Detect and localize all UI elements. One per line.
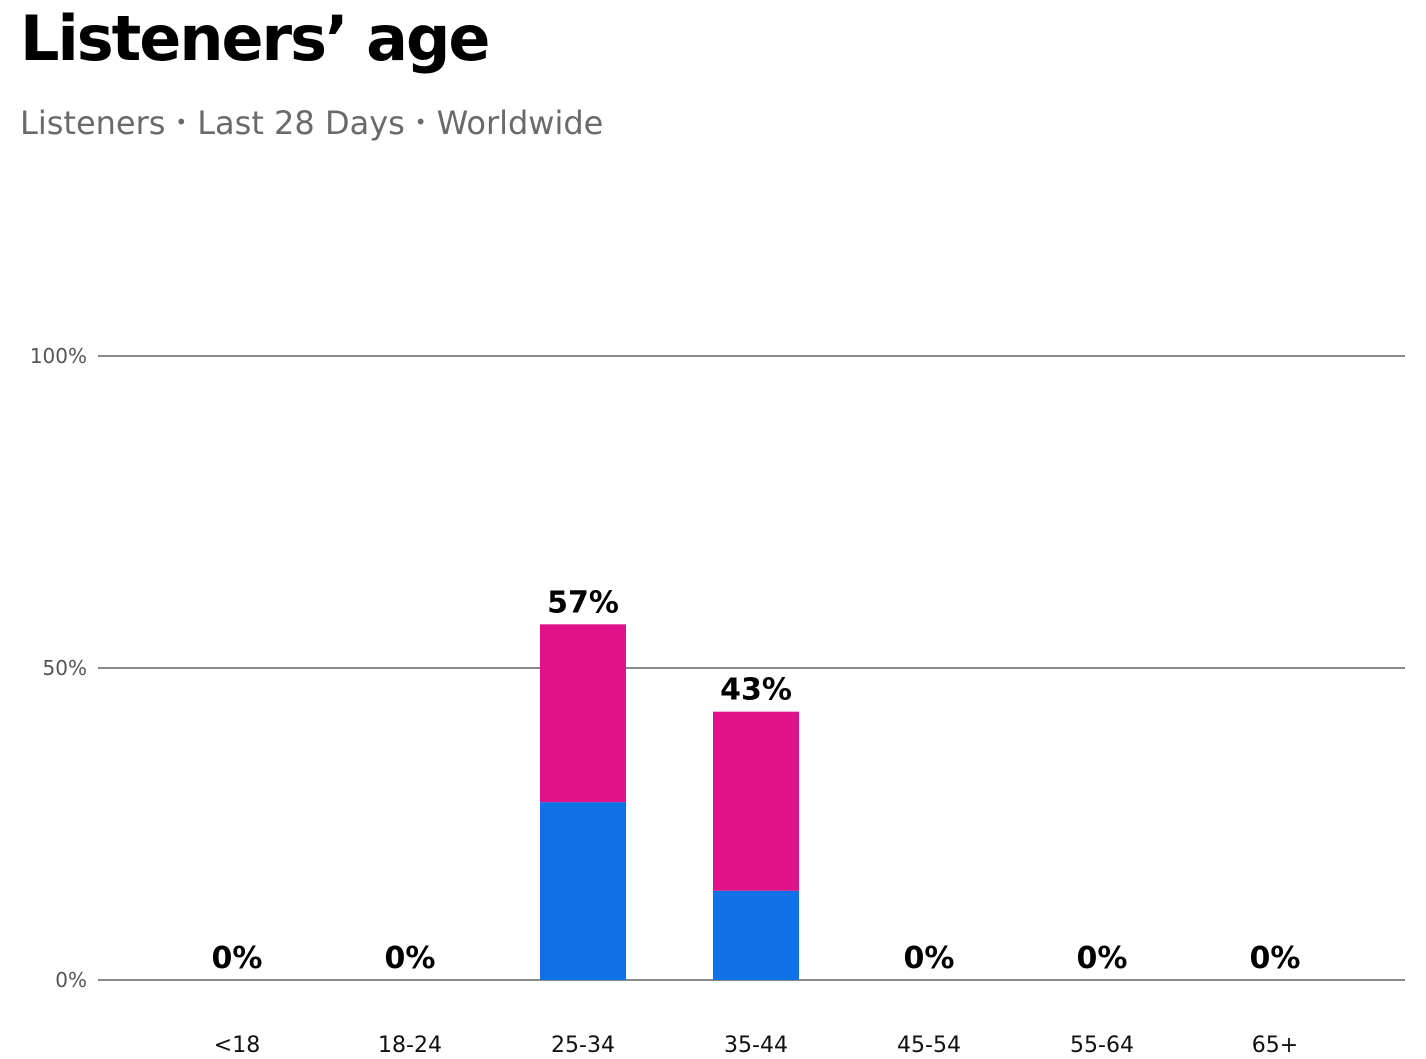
y-tick-label: 50% [43,656,87,680]
subtitle-separator: • [414,110,427,134]
bar-value-label: 0% [212,941,263,976]
bar-segment [713,711,799,891]
bars [540,624,799,980]
y-tick-label: 100% [30,344,87,368]
subtitle-metric: Listeners [20,104,166,142]
bar-value-label: 0% [385,941,436,976]
x-category-label: <18 [214,1033,260,1058]
bar-segment [713,890,799,980]
bar-value-label: 0% [1250,941,1301,976]
subtitle-region: Worldwide [436,104,604,142]
subtitle-period: Last 28 Days [197,104,405,142]
chart-subtitle: Listeners • Last 28 Days • Worldwide [20,104,603,142]
bar-segment [540,802,626,980]
bar-value-label: 0% [1077,941,1128,976]
x-category-label: 55-64 [1070,1033,1134,1058]
bar-value-label: 43% [720,673,792,708]
subtitle-separator: • [175,110,188,134]
labels: 0% 50% 100% 0% <18 0% 18-24 57% 25-34 43% 35-44 0% 4… [30,344,1301,1058]
bar-value-label: 0% [904,941,955,976]
x-category-label: 18-24 [378,1033,442,1058]
bar-segment [540,624,626,803]
bar-value-label: 57% [547,585,619,620]
x-category-label: 35-44 [724,1033,788,1058]
x-category-label: 25-34 [551,1033,615,1058]
y-tick-label: 0% [55,968,87,992]
page-title: Listeners’ age [20,2,490,75]
x-category-label: 45-54 [897,1033,961,1058]
x-category-label: 65+ [1252,1033,1298,1058]
